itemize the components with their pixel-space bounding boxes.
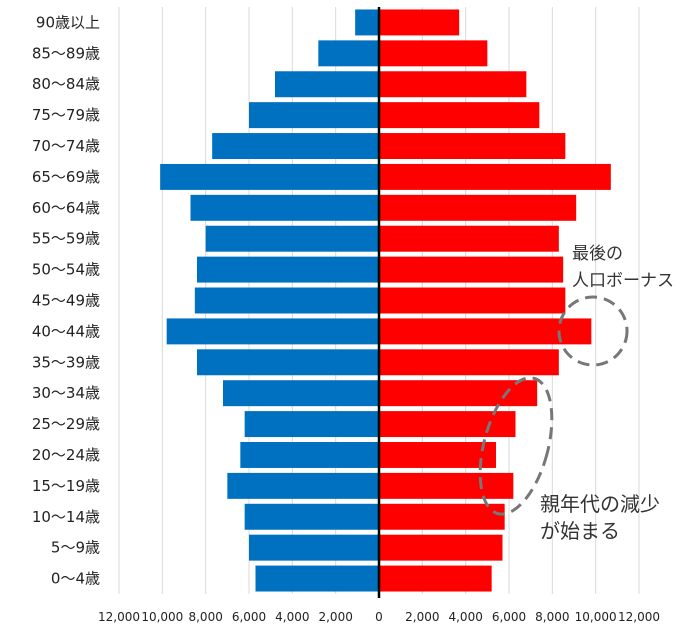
bar-left <box>212 133 379 160</box>
y-tick-label: 40～44歳 <box>32 322 100 340</box>
bar-left <box>240 441 379 468</box>
y-tick-label: 75～79歳 <box>32 106 100 124</box>
x-tick-label: 10,000 <box>575 610 617 624</box>
y-tick-label: 85～89歳 <box>32 44 100 62</box>
y-tick-label: 10～14歳 <box>32 508 100 526</box>
x-tick-label: 12,000 <box>98 610 140 624</box>
bar-left <box>244 411 379 438</box>
bar-right <box>379 441 496 468</box>
bar-left <box>255 565 379 592</box>
x-tick-label: 4,000 <box>448 610 482 624</box>
annotation-bonus-line2: 人口ボーナス <box>572 271 674 291</box>
bar-right <box>379 40 488 67</box>
y-tick-label: 80～84歳 <box>32 75 100 93</box>
bar-right <box>379 287 566 314</box>
bar-left <box>205 225 379 252</box>
bar-left <box>190 194 379 221</box>
x-tick-label: 10,000 <box>141 610 183 624</box>
bar-right <box>379 380 538 407</box>
bar-right <box>379 411 516 438</box>
bar-right <box>379 9 460 36</box>
bar-left <box>197 349 379 376</box>
bar-right <box>379 194 577 221</box>
annotation-decline-ellipse <box>478 376 554 516</box>
bar-right <box>379 71 527 98</box>
x-tick-label: 2,000 <box>405 610 439 624</box>
x-tick-label: 2,000 <box>318 610 352 624</box>
y-tick-label: 90歳以上 <box>36 13 100 31</box>
bar-left <box>227 472 379 499</box>
bar-left <box>194 287 379 314</box>
y-tick-label: 45～49歳 <box>32 292 100 310</box>
bar-right <box>379 503 505 530</box>
bar-left <box>166 318 379 345</box>
y-tick-label: 20～24歳 <box>32 446 100 464</box>
y-tick-label: 70～74歳 <box>32 137 100 155</box>
x-tick-label: 8,000 <box>188 610 222 624</box>
bar-right <box>379 256 564 283</box>
bar-left <box>275 71 379 98</box>
left-bars <box>160 9 379 592</box>
bar-right <box>379 225 559 252</box>
right-bars <box>379 9 611 592</box>
bar-left <box>249 102 379 129</box>
annotation-bonus-circle <box>557 295 629 367</box>
bar-left <box>249 534 379 561</box>
annotation-decline-line1: 親年代の減少 <box>540 492 660 516</box>
bar-left <box>160 163 379 190</box>
y-tick-label: 60～64歳 <box>32 199 100 217</box>
y-axis-labels: 0～4歳 5～9歳 10～14歳 15～19歳 20～24歳 25～29歳 30～34歳 35… <box>32 13 100 587</box>
bar-right <box>379 534 503 561</box>
bar-right <box>379 102 540 129</box>
x-axis-labels: 12,000 10,000 8,000 6,000 4,000 2,000 0 2,000 4,… <box>98 610 660 624</box>
y-tick-label: 30～34歳 <box>32 384 100 402</box>
y-tick-label: 15～19歳 <box>32 477 100 495</box>
y-tick-label: 55～59歳 <box>32 230 100 248</box>
x-tick-label: 4,000 <box>275 610 309 624</box>
y-tick-label: 25～29歳 <box>32 415 100 433</box>
x-tick-label: 8,000 <box>535 610 569 624</box>
y-tick-label: 0～4歳 <box>51 570 100 588</box>
bar-right <box>379 133 566 160</box>
y-tick-label: 50～54歳 <box>32 261 100 279</box>
annotation-bonus-line1: 最後の <box>572 244 623 264</box>
x-tick-label: 6,000 <box>492 610 526 624</box>
bar-right <box>379 318 592 345</box>
bar-right <box>379 472 514 499</box>
y-tick-label: 35～39歳 <box>32 353 100 371</box>
bar-left <box>355 9 379 36</box>
y-tick-label: 65～69歳 <box>32 168 100 186</box>
bar-right <box>379 163 611 190</box>
y-tick-label: 5～9歳 <box>51 539 100 557</box>
x-tick-label: 6,000 <box>232 610 266 624</box>
x-tick-label: 12,000 <box>618 610 660 624</box>
bar-left <box>244 503 379 530</box>
bar-left <box>318 40 379 67</box>
annotation-decline-line2: が始まる <box>540 519 620 543</box>
x-tick-label: 0 <box>375 610 383 624</box>
bar-left <box>197 256 379 283</box>
bar-left <box>223 380 379 407</box>
bar-right <box>379 565 492 592</box>
bar-right <box>379 349 559 376</box>
